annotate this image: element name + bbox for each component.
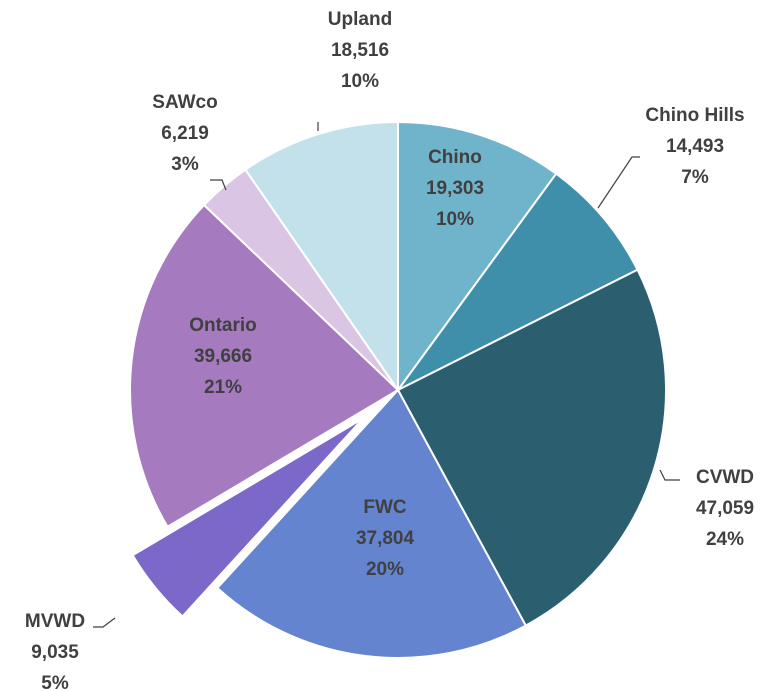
slice-value: 39,666 [194, 346, 252, 367]
leader-line [93, 617, 116, 628]
pie-slice [215, 388, 528, 659]
leader-line [210, 179, 227, 191]
slice-label: CVWD [696, 467, 754, 488]
leader-line [597, 156, 640, 209]
slice-label: SAWco [152, 92, 217, 113]
slice-value: 9,035 [31, 642, 79, 663]
slice-label: Chino Hills [645, 105, 744, 126]
slice-value: 37,804 [356, 528, 415, 549]
slice-value: 18,516 [331, 40, 389, 61]
leader-line [659, 469, 680, 481]
slice-label: Ontario [189, 315, 257, 336]
slice-value: 6,219 [161, 123, 209, 144]
pie-slice [396, 268, 667, 627]
slice-percent: 20% [366, 559, 404, 580]
slice-value: 47,059 [696, 498, 754, 519]
slice-value: 19,303 [426, 178, 484, 199]
pie-slice [131, 417, 364, 618]
slice-percent: 3% [171, 154, 199, 175]
pie-slice [129, 203, 400, 529]
slice-label: Chino [428, 147, 482, 168]
pie-slice [397, 120, 558, 394]
slice-percent: 5% [41, 673, 69, 691]
slice-percent: 24% [706, 529, 744, 550]
slice-label: FWC [363, 497, 407, 518]
slice-percent: 21% [204, 377, 242, 398]
slice-percent: 10% [341, 71, 379, 92]
slice-value: 14,493 [666, 136, 724, 157]
slice-label: Upland [328, 9, 392, 30]
pie-slice [397, 172, 639, 391]
slice-label: MVWD [25, 611, 85, 632]
pie-slice [244, 120, 399, 394]
slice-percent: 10% [436, 209, 474, 230]
slice-percent: 7% [681, 167, 709, 188]
